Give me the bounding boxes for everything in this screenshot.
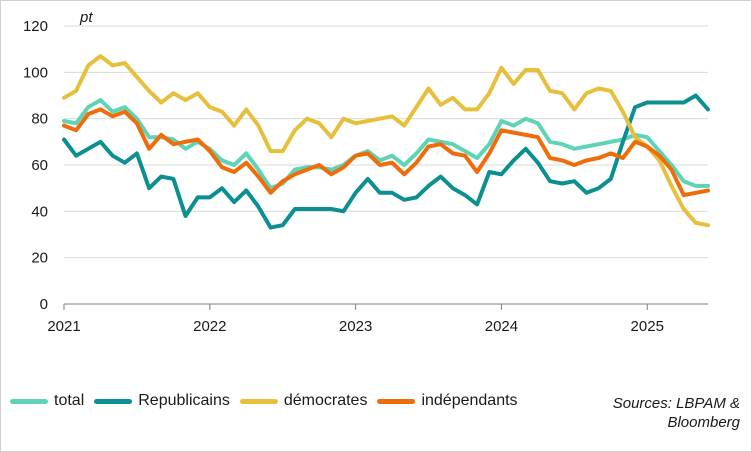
y-axis-ticks: 0 20 40 60 80 100 120 [23,18,48,313]
series-lines [62,54,710,230]
grid-lines [64,25,708,259]
legend-swatch [377,398,416,404]
legend-swatch [94,398,133,404]
y-tick-label: 0 [40,296,48,313]
y-tick-label: 80 [31,111,48,128]
x-tick-label: 2022 [193,318,226,335]
y-axis-unit-label: pt [79,9,93,26]
x-tick-label: 2025 [631,318,664,335]
series-line-0 [62,98,710,191]
y-tick-label: 60 [31,157,48,174]
series-line-3 [62,107,710,198]
source-note: Sources: LBPAM & Bloomberg [612,395,740,431]
y-tick-label: 120 [23,18,48,35]
x-tick-label: 2021 [47,318,80,335]
series-line-1 [62,93,710,230]
legend-label: démocrates [283,392,368,409]
y-tick-label: 40 [31,203,48,220]
series-line-2 [62,54,710,228]
x-tick-label: 2024 [485,318,518,335]
legend-swatch [239,398,278,404]
legend-item-2: démocrates [239,392,368,410]
legend-swatch [10,398,48,404]
legend-item-3: indépendants [377,392,518,410]
legend-item-0: total [10,392,84,410]
x-axis-ticks: 2021 2022 2023 2024 2025 [47,304,664,335]
legend: total Republicains démocrates indépendants [10,392,528,410]
legend-item-1: Republicains [94,392,230,410]
y-tick-label: 100 [23,64,48,81]
legend-label: total [54,392,85,409]
legend-label: Republicains [138,392,230,409]
y-tick-label: 20 [31,250,48,267]
x-tick-label: 2023 [339,318,372,335]
legend-label: indépendants [421,392,518,409]
